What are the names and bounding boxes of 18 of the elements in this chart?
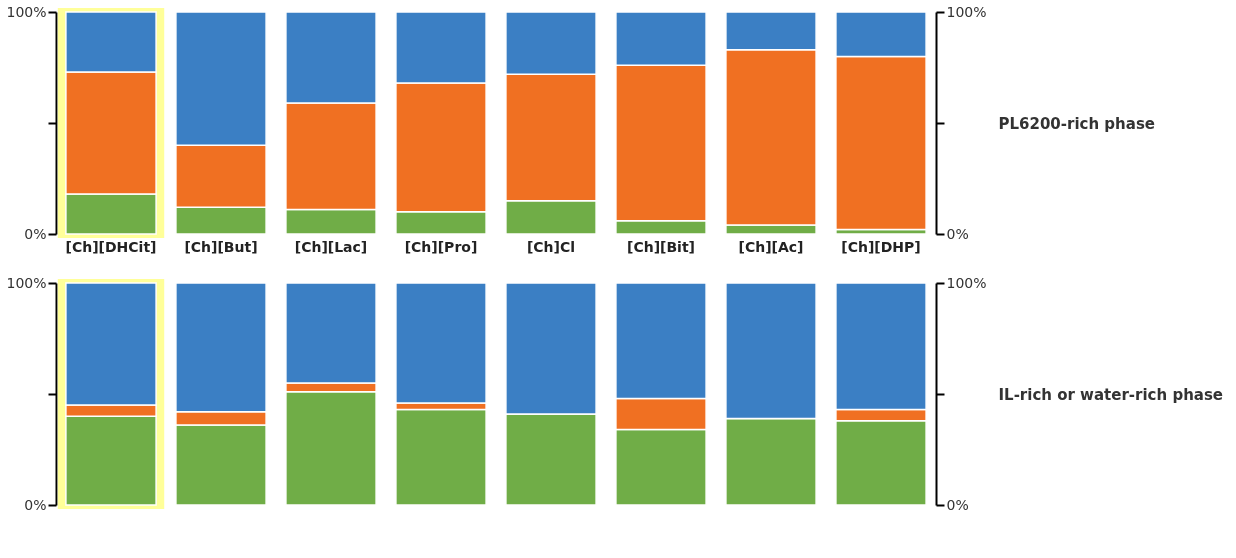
y-tick-label: 0% [24,225,47,242]
x-tick-label: [Ch][Ac] [738,238,804,255]
y2-tick-label: 0% [946,225,969,242]
x-tick-label: [Ch][Bit] [627,238,695,255]
y2-axis-title: IL-rich or water-rich phase [998,385,1224,404]
x-tick-label: [Ch]Cl [526,238,576,255]
y-tick-label: 100% [6,3,47,20]
y2-tick-label: 100% [946,3,987,20]
x-tick-label: [Ch][Pro] [404,238,478,255]
y2-tick-label: 0% [946,496,969,513]
y2-tick-label: 100% [946,274,987,291]
x-tick-label: [Ch][But] [184,238,258,255]
x-tick-label: [Ch][Lac] [294,238,368,255]
y-tick-label: 0% [24,496,47,513]
x-tick-label: [Ch][DHCit] [65,238,157,255]
x-tick-label: [Ch][DHP] [841,238,921,255]
y2-axis-title: PL6200-rich phase [998,114,1155,133]
y-tick-label: 100% [6,274,47,291]
